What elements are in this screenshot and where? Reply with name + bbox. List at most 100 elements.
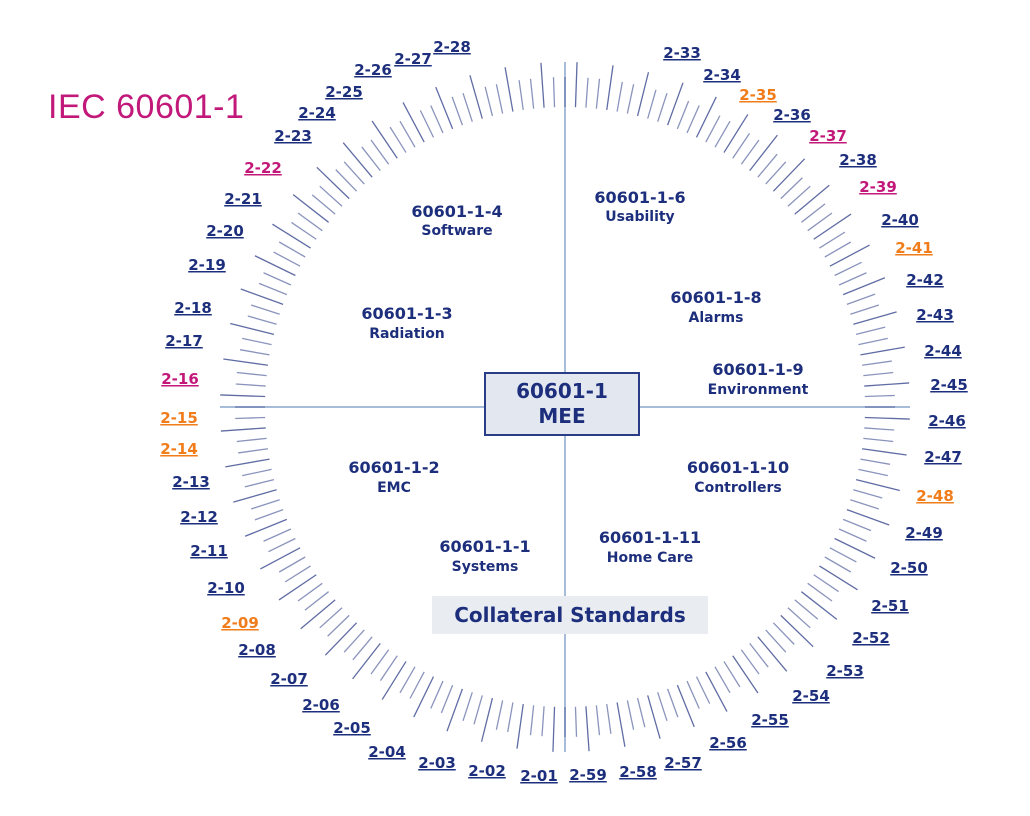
part2-standard-label[interactable]: 2-35	[739, 86, 777, 104]
tick-mark	[343, 629, 365, 653]
tick-mark	[462, 692, 473, 722]
sector-alarms: 60601-1-8 Alarms	[670, 288, 761, 326]
tick-mark	[864, 416, 910, 420]
part2-standard-label[interactable]: 2-34	[703, 66, 741, 84]
part2-standard-label[interactable]: 2-19	[188, 256, 226, 274]
part2-standard-label[interactable]: 2-24	[298, 104, 336, 122]
tick-mark	[324, 622, 358, 656]
part2-standard-label[interactable]: 2-53	[826, 662, 864, 680]
part2-standard-label[interactable]: 2-39	[859, 178, 897, 196]
tick-mark	[855, 478, 900, 492]
sector-subtitle: Alarms	[689, 310, 744, 326]
part2-standard-label[interactable]: 2-51	[871, 597, 909, 615]
part2-standard-label[interactable]: 2-03	[418, 754, 456, 772]
tick-mark	[552, 706, 556, 752]
tick-mark	[794, 599, 819, 620]
tick-mark	[291, 221, 317, 240]
part2-standard-label[interactable]: 2-22	[244, 159, 282, 177]
tick-mark	[714, 666, 731, 694]
part2-standard-label[interactable]: 2-36	[773, 106, 811, 124]
tick-mark	[430, 105, 444, 134]
part2-standard-label[interactable]: 2-25	[325, 83, 363, 101]
sector-number: 60601-1-1	[439, 537, 530, 556]
part2-standard-label[interactable]: 2-45	[930, 376, 968, 394]
part2-standard-label[interactable]: 2-48	[916, 487, 954, 505]
tick-mark	[676, 684, 695, 728]
tick-mark	[636, 72, 650, 117]
sector-number: 60601-1-6	[594, 188, 685, 207]
part2-standard-label[interactable]: 2-49	[905, 524, 943, 542]
tick-mark	[507, 702, 514, 733]
tick-mark	[244, 478, 275, 488]
part2-standard-label[interactable]: 2-08	[238, 641, 276, 659]
part2-standard-label[interactable]: 2-41	[895, 239, 933, 257]
part2-standard-label[interactable]: 2-47	[924, 448, 962, 466]
part2-standard-label[interactable]: 2-05	[333, 719, 371, 737]
part2-standard-label[interactable]: 2-20	[206, 222, 244, 240]
tick-mark	[495, 84, 504, 114]
tick-mark	[419, 110, 435, 138]
tick-mark	[819, 231, 846, 249]
tick-mark	[858, 468, 888, 477]
sector-systems: 60601-1-1 Systems	[439, 537, 530, 575]
part2-standard-label[interactable]: 2-59	[569, 766, 607, 784]
sector-subtitle: Radiation	[369, 326, 445, 342]
part2-standard-label[interactable]: 2-26	[354, 61, 392, 79]
part2-standard-label[interactable]: 2-15	[160, 409, 198, 427]
part2-standard-label[interactable]: 2-16	[161, 370, 199, 388]
part2-standard-label[interactable]: 2-44	[924, 342, 962, 360]
part2-standard-label[interactable]: 2-12	[180, 508, 218, 526]
part2-standard-label[interactable]: 2-42	[906, 271, 944, 289]
part2-standard-label[interactable]: 2-40	[881, 211, 919, 229]
tick-mark	[829, 547, 857, 563]
part2-standard-label[interactable]: 2-58	[619, 763, 657, 781]
part2-standard-label[interactable]: 2-28	[433, 38, 471, 56]
tick-mark	[860, 458, 891, 465]
part2-standard-label[interactable]: 2-04	[368, 743, 406, 761]
part2-standard-label[interactable]: 2-50	[890, 559, 928, 577]
part2-standard-label[interactable]: 2-52	[852, 629, 890, 647]
tick-mark	[292, 194, 329, 223]
part2-standard-label[interactable]: 2-06	[302, 696, 340, 714]
sector-number: 60601-1-9	[712, 360, 803, 379]
part2-standard-label[interactable]: 2-57	[664, 754, 702, 772]
part2-standard-label[interactable]: 2-01	[520, 767, 558, 785]
tick-mark	[850, 499, 880, 510]
part2-standard-label[interactable]: 2-33	[663, 44, 701, 62]
tick-mark	[676, 100, 690, 130]
part2-standard-label[interactable]: 2-18	[174, 299, 212, 317]
part2-standard-label[interactable]: 2-17	[165, 332, 203, 350]
tick-mark	[657, 92, 668, 122]
tick-mark	[342, 142, 373, 178]
sector-number: 60601-1-2	[348, 458, 439, 477]
sector-subtitle: Home Care	[607, 550, 693, 566]
part2-standard-label[interactable]: 2-55	[751, 711, 789, 729]
part2-standard-label[interactable]: 2-46	[928, 412, 966, 430]
part2-standard-label[interactable]: 2-43	[916, 306, 954, 324]
part2-standard-label[interactable]: 2-10	[207, 579, 245, 597]
tick-mark	[284, 565, 311, 583]
part2-standard-label[interactable]: 2-54	[792, 687, 830, 705]
tick-mark	[853, 489, 883, 499]
tick-mark	[787, 185, 811, 207]
tick-mark	[740, 649, 760, 675]
part2-standard-label[interactable]: 2-14	[160, 440, 198, 458]
tick-mark	[233, 489, 277, 503]
part2-standard-label[interactable]: 2-23	[274, 127, 312, 145]
part2-standard-label[interactable]: 2-21	[224, 190, 262, 208]
tick-mark	[749, 643, 769, 668]
tick-mark	[242, 337, 272, 346]
tick-mark	[220, 427, 266, 432]
part2-standard-label[interactable]: 2-02	[468, 762, 506, 780]
part2-standard-label[interactable]: 2-27	[394, 50, 432, 68]
tick-mark	[223, 358, 269, 366]
part2-standard-label[interactable]: 2-37	[809, 127, 847, 145]
tick-mark	[518, 80, 524, 111]
part2-standard-label[interactable]: 2-13	[172, 473, 210, 491]
part2-standard-label[interactable]: 2-09	[221, 614, 259, 632]
part2-standard-label[interactable]: 2-11	[190, 542, 228, 560]
part2-standard-label[interactable]: 2-38	[839, 151, 877, 169]
part2-standard-label[interactable]: 2-56	[709, 734, 747, 752]
part2-standard-label[interactable]: 2-07	[270, 670, 308, 688]
tick-mark	[772, 158, 806, 192]
